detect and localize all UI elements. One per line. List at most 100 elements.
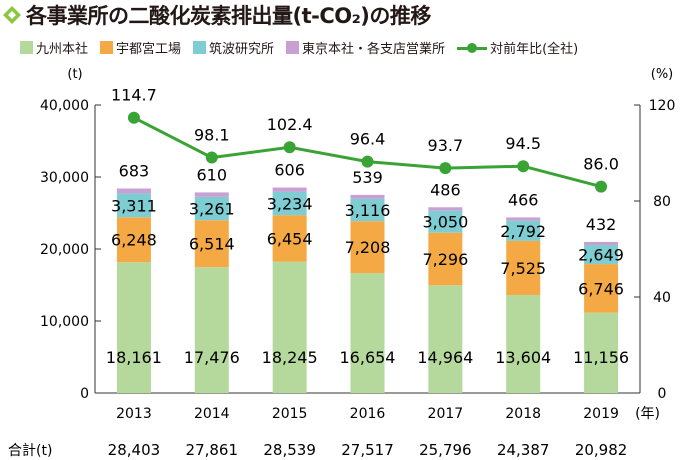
- total-value: 28,403: [108, 441, 161, 459]
- y-right-tick-label: 120: [649, 98, 676, 114]
- legend-swatch: [20, 41, 33, 54]
- y-right-tick-label: 40: [653, 290, 671, 306]
- bar-segment-4: [350, 194, 385, 199]
- bar-label-tokyo: 466: [508, 190, 539, 209]
- bar-segment-1: [584, 312, 619, 393]
- bar-label-utsunomiya: 6,514: [189, 235, 235, 254]
- total-value: 24,387: [497, 441, 550, 459]
- legend-swatch: [193, 41, 207, 54]
- bar-label-tsukuba: 3,116: [345, 201, 391, 220]
- bar-label-tsukuba: 3,050: [422, 213, 468, 232]
- chart-title: 各事業所の二酸化炭素排出量(t-CO₂)の推移: [26, 4, 431, 28]
- bar-segment-3: [506, 220, 541, 241]
- bar-segment-4: [584, 241, 619, 246]
- yoy-ratio-point: [439, 162, 452, 175]
- bar-label-tsukuba: 3,311: [111, 196, 157, 215]
- bar-segment-3: [428, 210, 463, 233]
- bar-label-kyushu: 16,654: [340, 348, 396, 367]
- y-left-tick-label: 30,000: [40, 170, 89, 186]
- bar-label-tokyo: 606: [274, 161, 305, 180]
- legend-item-2: 宇都宮工場: [100, 38, 181, 57]
- bar-label-kyushu: 11,156: [573, 348, 629, 367]
- yoy-ratio-point: [205, 151, 218, 164]
- total-value: 27,861: [186, 441, 239, 459]
- bar-label-utsunomiya: 7,208: [345, 238, 391, 257]
- bar-segment-1: [272, 261, 307, 393]
- total-value: 20,982: [575, 441, 628, 459]
- bar-label-tokyo: 683: [119, 161, 150, 180]
- chart-title-row: 各事業所の二酸化炭素排出量(t-CO₂)の推移: [2, 0, 431, 30]
- bar-label-utsunomiya: 7,296: [422, 250, 468, 269]
- bar-label-utsunomiya: 7,525: [500, 259, 546, 278]
- legend-item-3: 筑波研究所: [193, 38, 274, 57]
- bar-segment-1: [506, 295, 541, 393]
- bar-segment-4: [116, 188, 151, 194]
- bar-label-utsunomiya: 6,454: [267, 229, 313, 248]
- y-left-tick-label: 10,000: [40, 314, 89, 330]
- x-tick-label: 2018: [505, 406, 541, 422]
- bar-label-tokyo: 486: [430, 180, 461, 199]
- x-tick-label: 2017: [428, 406, 464, 422]
- yoy-ratio-label: 98.1: [194, 126, 230, 145]
- legend-label: 九州本社: [36, 42, 89, 57]
- yoy-ratio-point: [127, 111, 140, 124]
- x-tick-label: 2013: [116, 406, 152, 422]
- y-right-tick-label: 0: [658, 386, 667, 402]
- bar-label-utsunomiya: 6,248: [111, 231, 157, 250]
- legend-item-4: 東京本社・各支店営業所: [286, 38, 445, 57]
- bar-label-kyushu: 13,604: [495, 348, 551, 367]
- total-value: 28,539: [263, 441, 316, 459]
- bar-label-utsunomiya: 6,746: [578, 279, 624, 298]
- bar-segment-4: [506, 217, 541, 221]
- bar-segment-3: [194, 196, 229, 221]
- bar-label-tsukuba: 3,261: [189, 200, 235, 219]
- y-right-unit: (%): [651, 67, 674, 82]
- x-axis-unit: (年): [635, 406, 660, 422]
- bar-segment-4: [272, 187, 307, 192]
- legend-label: 筑波研究所: [209, 42, 275, 57]
- bar-label-kyushu: 18,245: [262, 348, 318, 367]
- bar-label-tokyo: 432: [586, 215, 617, 234]
- legend-label: 対前年比(全社): [490, 42, 579, 57]
- bar-segment-1: [116, 262, 151, 393]
- bar-label-tsukuba: 2,649: [578, 246, 624, 265]
- bar-label-kyushu: 18,161: [106, 348, 162, 367]
- diamond-ring-icon: [3, 6, 21, 24]
- x-tick-label: 2016: [350, 406, 386, 422]
- total-value: 25,796: [419, 441, 472, 459]
- yoy-ratio-point: [595, 180, 608, 193]
- legend-item-1: 九州本社: [20, 38, 88, 57]
- bar-label-kyushu: 14,964: [417, 348, 473, 367]
- x-tick-label: 2019: [583, 406, 619, 422]
- y-left-tick-label: 20,000: [40, 242, 89, 258]
- yoy-ratio-label: 114.7: [111, 86, 157, 105]
- yoy-ratio-label: 96.4: [350, 130, 386, 149]
- totals-row-label: 合計(t): [8, 443, 52, 459]
- legend-label: 宇都宮工場: [116, 42, 182, 57]
- yoy-ratio-label: 102.4: [267, 115, 313, 134]
- y-right-tick-label: 80: [653, 194, 671, 210]
- bar-label-tsukuba: 3,234: [267, 195, 313, 214]
- legend-swatch: [286, 41, 300, 54]
- bar-label-tokyo: 539: [352, 168, 383, 187]
- yoy-ratio-point: [361, 155, 374, 168]
- bar-segment-2: [272, 215, 307, 262]
- bar-segment-1: [194, 267, 229, 393]
- total-value: 27,517: [341, 441, 394, 459]
- y-left-tick-label: 40,000: [40, 98, 89, 114]
- yoy-ratio-label: 86.0: [583, 155, 619, 174]
- legend-label: 東京本社・各支店営業所: [302, 42, 446, 57]
- y-left-unit: (t): [67, 67, 82, 82]
- yoy-ratio-label: 93.7: [428, 136, 464, 155]
- bar-segment-4: [428, 207, 463, 211]
- bar-segment-3: [272, 191, 307, 216]
- bar-label-tokyo: 610: [197, 165, 228, 184]
- bar-segment-2: [506, 240, 541, 296]
- yoy-ratio-label: 94.5: [505, 134, 541, 153]
- bar-label-tsukuba: 2,792: [500, 222, 546, 241]
- bar-segment-2: [350, 221, 385, 274]
- bar-segment-3: [350, 198, 385, 222]
- bar-segment-2: [584, 264, 619, 313]
- bar-segment-3: [584, 245, 619, 265]
